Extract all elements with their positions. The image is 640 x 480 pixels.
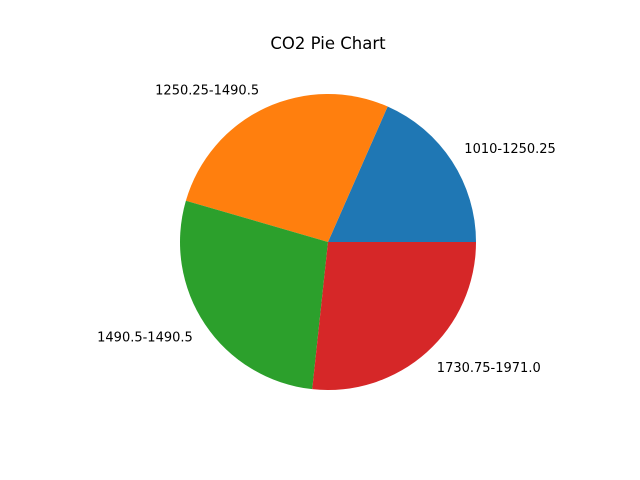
pie-slice-labels: 1010-1250.25 1250.25-1490.5 1490.5-1490.5 1… — [97, 84, 556, 376]
pie-slice-4 — [312, 242, 476, 391]
pie-slices — [180, 93, 476, 391]
pie-slice-label-4: 1730.75-1971.0 — [437, 361, 541, 376]
pie-slice-label-1: 1010-1250.25 — [464, 142, 556, 157]
pie-slice-1 — [328, 106, 476, 242]
pie-slice-2 — [185, 93, 388, 242]
pie-slice-label-2: 1250.25-1490.5 — [155, 84, 259, 99]
chart-title: CO2 Pie Chart — [270, 34, 386, 53]
pie-slice-label-3: 1490.5-1490.5 — [97, 330, 193, 345]
pie-slice-3 — [180, 200, 328, 390]
